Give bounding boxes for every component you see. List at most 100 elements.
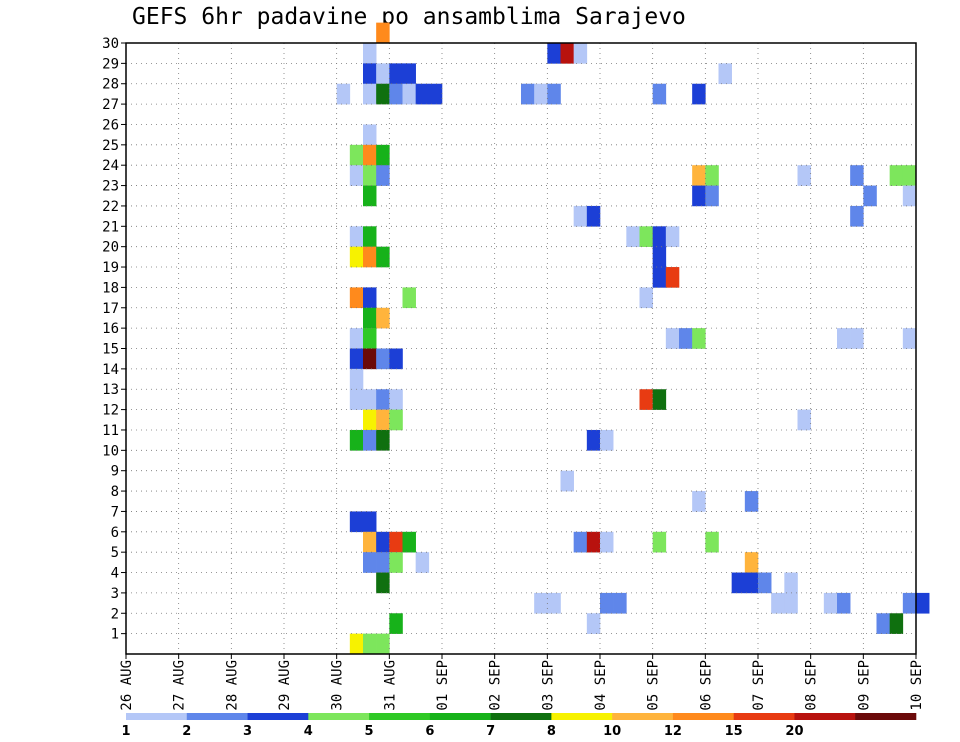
precip-cell (797, 165, 811, 186)
y-tick-label: 26 (102, 117, 119, 133)
precip-cell (336, 83, 351, 105)
precip-cell (837, 328, 851, 349)
precip-cell (363, 246, 377, 268)
precip-cell (363, 389, 377, 410)
y-tick-label: 5 (111, 545, 119, 561)
precip-cell (902, 328, 917, 349)
precip-cell (902, 165, 917, 186)
precip-cell (573, 205, 588, 227)
y-tick-label: 3 (111, 586, 119, 602)
precip-cell (744, 552, 759, 573)
precip-cell (402, 83, 416, 105)
precip-cell (363, 165, 377, 186)
precip-cell (600, 531, 614, 553)
y-tick-label: 15 (102, 342, 119, 358)
x-tick-label: 30 AUG (330, 660, 346, 711)
precip-cell (850, 205, 864, 227)
y-tick-label: 11 (102, 423, 119, 439)
colorbar-label: 4 (304, 724, 313, 739)
precip-cell (613, 592, 627, 614)
precip-cell (692, 165, 706, 186)
y-tick-label: 14 (102, 362, 119, 378)
precip-cell (876, 613, 890, 634)
precip-cell (665, 226, 680, 247)
precip-cell (349, 287, 364, 309)
colorbar-label: 3 (243, 724, 252, 739)
x-tick-label: 27 AUG (172, 660, 188, 711)
precip-cell (758, 572, 772, 594)
precip-cell (784, 592, 798, 614)
colorbar-label: 10 (603, 724, 621, 739)
precip-cell (639, 287, 653, 309)
precip-cell (389, 531, 403, 553)
precip-cell (363, 144, 377, 166)
colorbar-swatch (126, 713, 188, 720)
y-tick-label: 16 (102, 321, 119, 337)
precip-cell (586, 613, 601, 634)
precip-cell (349, 511, 364, 533)
colorbar-swatch (551, 713, 613, 720)
precip-cell (402, 63, 416, 85)
x-tick-label: 31 AUG (382, 660, 398, 711)
colorbar-swatch (308, 713, 370, 720)
precip-cell (639, 389, 653, 410)
colorbar-label: 15 (725, 724, 743, 739)
precip-cell (363, 531, 377, 553)
precip-cell (705, 185, 719, 207)
precip-cell (363, 328, 377, 349)
precip-cell (560, 470, 574, 492)
precip-cell (376, 633, 390, 655)
precip-cell (389, 389, 403, 410)
y-tick-label: 19 (102, 260, 119, 276)
precip-cell (363, 429, 377, 451)
precip-cell (731, 572, 746, 594)
y-tick-label: 25 (102, 138, 119, 154)
precip-cell (534, 592, 548, 614)
precip-cell (652, 531, 667, 553)
precip-cell (376, 429, 390, 451)
precip-cell (573, 531, 588, 553)
precip-cell (376, 389, 390, 410)
y-tick-label: 13 (102, 382, 119, 398)
precip-cell (665, 267, 680, 288)
precip-cell (376, 165, 390, 186)
y-tick-label: 27 (102, 97, 119, 113)
precip-cell (692, 328, 706, 349)
precip-cell (600, 592, 614, 614)
precip-cell (626, 226, 640, 247)
precip-cell (389, 63, 403, 85)
colorbar-swatch (612, 713, 674, 720)
precip-cell (428, 83, 443, 105)
precip-cell (363, 43, 377, 64)
precip-cell (850, 165, 864, 186)
colorbar-swatch (429, 713, 491, 720)
precip-cell (521, 83, 535, 105)
precip-cell (376, 63, 390, 85)
y-tick-label: 20 (102, 240, 119, 256)
precip-cell (376, 572, 390, 594)
precip-cell (692, 185, 706, 207)
colorbar-swatch (186, 713, 248, 720)
precip-cell (560, 43, 574, 64)
precip-cell (363, 409, 377, 431)
precip-cell (376, 409, 390, 431)
colorbar: 1 2 3 4 5 6 7 8 10 12 15 20 (121, 713, 917, 739)
precip-cell (349, 226, 364, 247)
precip-cell (652, 389, 667, 410)
colorbar-label: 12 (664, 724, 682, 739)
precip-cell (837, 592, 851, 614)
y-tick-label: 30 (102, 36, 119, 52)
colorbar-swatch (733, 713, 795, 720)
precip-cell (889, 165, 904, 186)
y-tick-label: 28 (102, 77, 119, 93)
colorbar-label: 1 (121, 724, 130, 739)
precip-cell (349, 328, 364, 349)
precip-cell (363, 63, 377, 85)
precip-cell (349, 348, 364, 370)
precip-cell (665, 328, 680, 349)
y-tick-label: 4 (111, 566, 119, 582)
precip-cell (586, 531, 601, 553)
cells-layer (336, 22, 930, 655)
precip-cell (349, 389, 364, 410)
